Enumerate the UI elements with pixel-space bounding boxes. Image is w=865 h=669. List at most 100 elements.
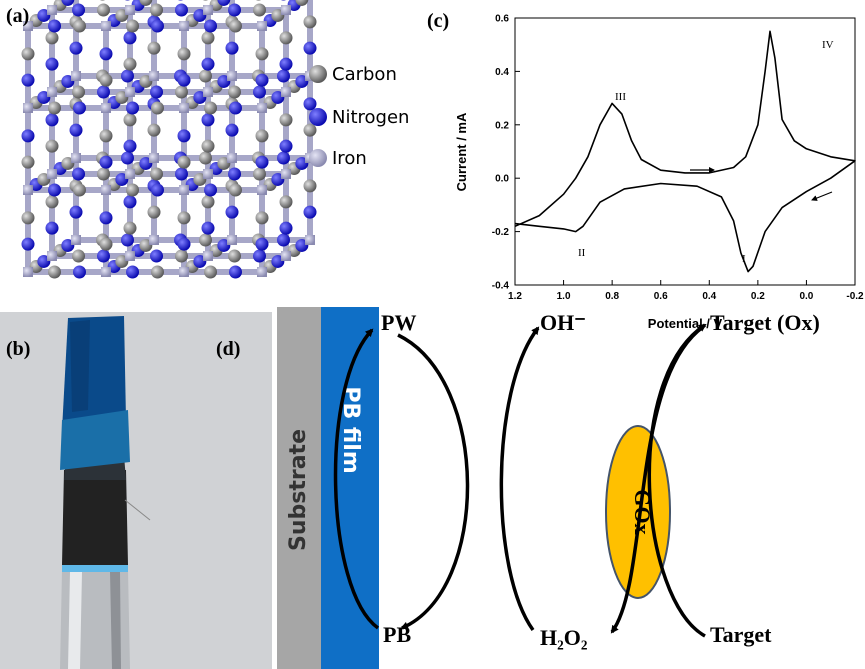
atom: [96, 0, 109, 1]
substrate-label: Substrate: [286, 429, 311, 551]
atom: [253, 4, 266, 17]
y-tick-label: 0.6: [495, 14, 509, 25]
atom: [179, 267, 189, 277]
cv-curve: [515, 31, 855, 271]
atom: [121, 234, 134, 247]
atom: [280, 58, 293, 71]
atom: [178, 47, 191, 60]
atom: [46, 58, 59, 71]
atom: [203, 251, 213, 261]
atom: [179, 21, 189, 31]
atom: [203, 5, 213, 15]
panel-label: (c): [427, 10, 449, 32]
atom: [227, 153, 237, 163]
atom: [280, 31, 293, 44]
atom: [72, 250, 85, 263]
atom: [280, 113, 293, 126]
atom: [121, 70, 134, 83]
atom: [22, 74, 35, 87]
atom: [126, 266, 139, 279]
atom: [304, 42, 317, 55]
atom: [71, 153, 81, 163]
atom: [202, 113, 215, 126]
atom: [151, 266, 164, 279]
atom: [281, 251, 291, 261]
atom: [204, 20, 217, 33]
species-label: PW: [381, 310, 416, 335]
atom: [70, 42, 83, 55]
atom: [124, 195, 137, 208]
plot-frame: [515, 18, 855, 285]
legend-label: Carbon: [332, 64, 397, 85]
species-label: Target (Ox): [710, 310, 820, 335]
atom: [101, 103, 111, 113]
atom: [150, 250, 163, 263]
atom: [124, 31, 137, 44]
atom: [22, 156, 35, 169]
atom: [48, 184, 61, 197]
atom: [227, 71, 237, 81]
atom: [97, 4, 110, 17]
atom: [281, 87, 291, 97]
atom: [252, 0, 265, 1]
atom: [228, 168, 241, 181]
atom: [199, 70, 212, 83]
atom: [226, 124, 239, 137]
atom: [23, 185, 33, 195]
cv-chart: Potential / V Current / mA 1.21.00.80.60…: [454, 14, 864, 332]
atom: [256, 156, 269, 169]
atom: [304, 179, 317, 192]
atom: [73, 266, 86, 279]
lattice-illustration: [22, 0, 317, 279]
atom: [202, 58, 215, 71]
legend-swatch: [309, 108, 327, 126]
atom: [257, 103, 267, 113]
atom: [227, 235, 237, 245]
atom: [71, 71, 81, 81]
atom: [47, 169, 57, 179]
y-axis-label: Current / mA: [454, 112, 469, 191]
atom: [100, 238, 113, 251]
atom: [253, 168, 266, 181]
y-tick-label: -0.4: [492, 281, 510, 292]
atom: [280, 222, 293, 235]
y-tick-label: -0.2: [492, 227, 510, 238]
atom: [22, 47, 35, 60]
peak-label: II: [578, 247, 586, 259]
x-tick-label: 1.2: [508, 291, 522, 302]
legend-swatch: [309, 149, 327, 167]
atom: [204, 266, 217, 279]
atom: [257, 267, 267, 277]
atom: [23, 103, 33, 113]
atom: [124, 140, 137, 153]
x-tick-label: 0.2: [751, 291, 765, 302]
species-label: PB: [383, 622, 411, 647]
y-tick-label: 0.4: [495, 67, 509, 78]
y-tick-label: 0.0: [495, 174, 509, 185]
atom: [199, 0, 212, 1]
atom: [73, 20, 86, 33]
film-layer: [321, 307, 379, 669]
atom: [70, 206, 83, 219]
atom: [179, 103, 189, 113]
atom: [175, 86, 188, 99]
panel-label: (d): [216, 338, 240, 360]
species-label: Target: [710, 622, 772, 647]
atom: [100, 156, 113, 169]
atom: [97, 168, 110, 181]
atom: [226, 42, 239, 55]
atom: [229, 266, 242, 279]
panel-label: (a): [6, 5, 29, 27]
atom: [124, 222, 137, 235]
atom: [100, 211, 113, 224]
atom: [277, 234, 290, 247]
atom: [178, 238, 191, 251]
atom: [203, 169, 213, 179]
x-tick-label: -0.2: [846, 291, 864, 302]
atom: [100, 129, 113, 142]
atom: [48, 20, 61, 33]
atom: [228, 86, 241, 99]
legend-swatch: [309, 65, 327, 83]
atom: [304, 206, 317, 219]
atom: [253, 250, 266, 263]
